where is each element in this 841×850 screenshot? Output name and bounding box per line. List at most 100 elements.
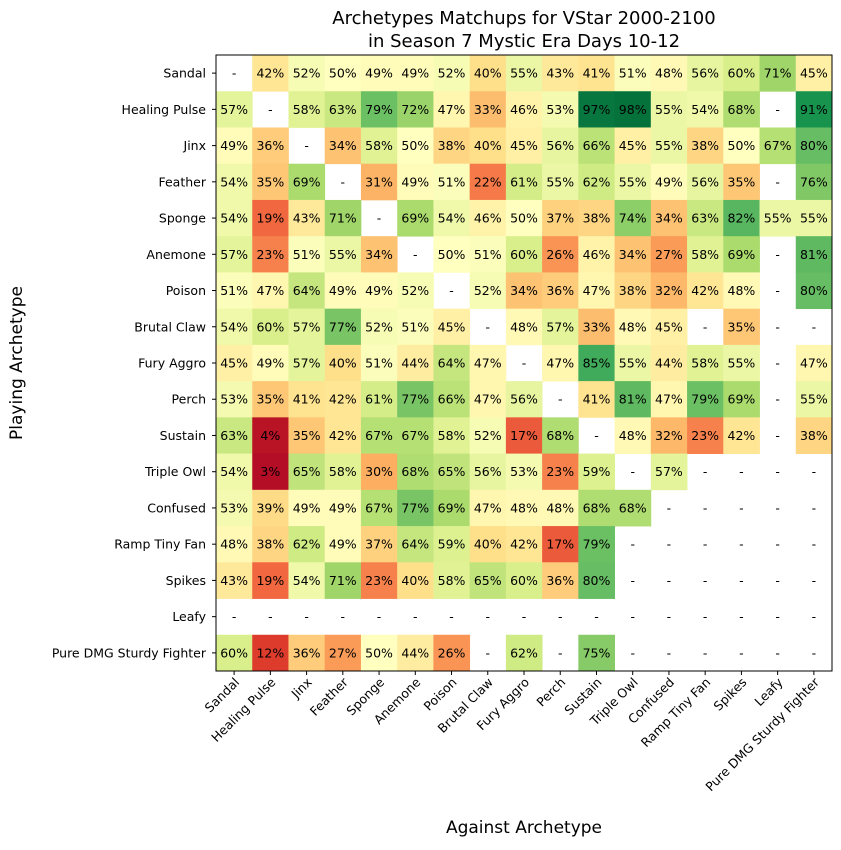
heatmap-cell-confused-vs-sandal bbox=[216, 489, 253, 527]
heatmap-cell-anemone-vs-feather bbox=[324, 236, 362, 273]
cell-label: - bbox=[304, 609, 309, 624]
cell-label: - bbox=[558, 609, 563, 624]
cell-label: 67% bbox=[365, 500, 393, 515]
heatmap-cell-confused-vs-jinx bbox=[288, 489, 326, 527]
heatmap-cell-perch-vs-anemone bbox=[397, 381, 434, 418]
heatmap-cell-fury-aggro-vs-jinx bbox=[288, 344, 326, 382]
cell-label: 58% bbox=[691, 356, 719, 371]
cell-label: 51% bbox=[401, 319, 429, 334]
heatmap-cell-healing-pulse-vs-feather bbox=[324, 91, 362, 128]
heatmap-cell-anemone-vs-sponge bbox=[360, 236, 398, 273]
cell-label: 23% bbox=[546, 464, 574, 479]
cell-label: 58% bbox=[438, 573, 466, 588]
heatmap-cell-fury-aggro-vs-feather bbox=[324, 344, 362, 382]
cell-label: 55% bbox=[329, 247, 357, 262]
heatmap-cell-jinx-vs-pure-dmg-sturdy-fighter bbox=[795, 127, 833, 165]
heatmap-cell-sustain-vs-healing-pulse bbox=[252, 417, 289, 454]
cell-label: 81% bbox=[800, 247, 828, 262]
heatmap-cell-ramp-tiny-fan-vs-anemone bbox=[397, 526, 434, 563]
cell-label: - bbox=[703, 464, 708, 479]
cell-label: - bbox=[775, 645, 780, 660]
heatmap-cell-triple-owl-vs-sponge bbox=[360, 453, 398, 491]
y-tick-label-jinx: Jinx bbox=[183, 138, 206, 153]
y-tick-label-anemone: Anemone bbox=[146, 247, 206, 262]
heatmap-cell-perch-vs-triple-owl bbox=[614, 381, 652, 418]
heatmap-cell-spikes-vs-healing-pulse bbox=[252, 562, 289, 599]
cell-label: 51% bbox=[293, 247, 321, 262]
cell-label: 81% bbox=[619, 392, 647, 407]
heatmap-cell-confused-vs-sponge bbox=[360, 489, 398, 527]
cell-label: 34% bbox=[365, 247, 393, 262]
cell-label: 67% bbox=[401, 428, 429, 443]
cell-label: 56% bbox=[691, 174, 719, 189]
cell-label: 62% bbox=[293, 537, 321, 552]
heatmap-cell-healing-pulse-vs-perch bbox=[542, 91, 579, 128]
cell-label: 49% bbox=[365, 283, 393, 298]
cell-label: 27% bbox=[329, 645, 357, 660]
cell-label: - bbox=[558, 392, 563, 407]
heatmap-cell-spikes-vs-perch bbox=[542, 562, 579, 599]
heatmap-cell-perch-vs-poison bbox=[433, 381, 471, 418]
cell-label: 48% bbox=[655, 66, 683, 81]
cell-label: 49% bbox=[220, 138, 248, 153]
heatmap-cell-sponge-vs-healing-pulse bbox=[252, 199, 289, 237]
heatmap-cell-sandal-vs-brutal-claw bbox=[469, 55, 507, 92]
heatmap-cell-sustain-vs-perch bbox=[542, 417, 579, 454]
heatmap-cell-perch-vs-brutal-claw bbox=[469, 381, 507, 418]
cell-label: 38% bbox=[800, 428, 828, 443]
cell-label: 54% bbox=[691, 102, 719, 117]
heatmap-cell-feather-vs-healing-pulse bbox=[252, 163, 289, 201]
x-tick-label-feather: Feather bbox=[307, 674, 352, 719]
cell-label: 54% bbox=[220, 174, 248, 189]
cell-label: 64% bbox=[438, 356, 466, 371]
cell-label: 52% bbox=[365, 319, 393, 334]
cell-label: 50% bbox=[438, 247, 466, 262]
heatmap-cell-triple-owl-vs-perch bbox=[542, 453, 579, 491]
heatmap-cell-confused-vs-fury-aggro bbox=[505, 489, 543, 527]
heatmap-cell-poison-vs-spikes bbox=[723, 272, 760, 310]
cell-label: 22% bbox=[474, 174, 502, 189]
heatmap-cell-fury-aggro-vs-sandal bbox=[216, 344, 253, 382]
cell-label: 12% bbox=[256, 645, 284, 660]
heatmap-cell-healing-pulse-vs-sustain bbox=[578, 91, 615, 128]
heatmap-cell-perch-vs-feather bbox=[324, 381, 362, 418]
cell-label: - bbox=[413, 609, 418, 624]
heatmap-cell-anemone-vs-sandal bbox=[216, 236, 253, 273]
heatmap-cell-perch-vs-sustain bbox=[578, 381, 615, 418]
heatmap-cell-sponge-vs-sustain bbox=[578, 199, 615, 237]
heatmap-cell-healing-pulse-vs-poison bbox=[433, 91, 471, 128]
cell-label: 53% bbox=[510, 464, 538, 479]
heatmap-cell-poison-vs-sponge bbox=[360, 272, 398, 310]
heatmap-cell-poison-vs-anemone bbox=[397, 272, 434, 310]
cell-label: 36% bbox=[546, 573, 574, 588]
heatmap-cell-brutal-claw-vs-anemone bbox=[397, 308, 434, 346]
cell-label: 51% bbox=[474, 247, 502, 262]
cell-label: - bbox=[775, 247, 780, 262]
cell-label: - bbox=[775, 102, 780, 117]
cell-label: - bbox=[739, 645, 744, 660]
heatmap-cell-sustain-vs-sponge bbox=[360, 417, 398, 454]
heatmap-cell-sandal-vs-leafy bbox=[759, 55, 797, 92]
cell-label: 66% bbox=[583, 138, 611, 153]
y-tick-label-healing-pulse: Healing Pulse bbox=[122, 102, 207, 117]
heatmap-cell-spikes-vs-jinx bbox=[288, 562, 326, 599]
cell-label: - bbox=[812, 609, 817, 624]
heatmap-cell-poison-vs-confused bbox=[650, 272, 688, 310]
cell-label: 48% bbox=[510, 500, 538, 515]
cell-label: 62% bbox=[510, 645, 538, 660]
heatmap-cell-brutal-claw-vs-healing-pulse bbox=[252, 308, 289, 346]
heatmap-cell-confused-vs-poison bbox=[433, 489, 471, 527]
cell-label: 35% bbox=[256, 174, 284, 189]
heatmap-cell-sponge-vs-fury-aggro bbox=[505, 199, 543, 237]
heatmap-cell-sandal-vs-ramp-tiny-fan bbox=[687, 55, 724, 92]
cell-label: - bbox=[268, 102, 273, 117]
cell-label: 44% bbox=[401, 645, 429, 660]
cell-label: 56% bbox=[474, 464, 502, 479]
cell-label: - bbox=[703, 645, 708, 660]
cell-label: 43% bbox=[546, 66, 574, 81]
heatmap-cell-anemone-vs-ramp-tiny-fan bbox=[687, 236, 724, 273]
heatmap-cell-sandal-vs-jinx bbox=[288, 55, 326, 92]
cell-label: - bbox=[486, 609, 491, 624]
cell-label: 68% bbox=[546, 428, 574, 443]
